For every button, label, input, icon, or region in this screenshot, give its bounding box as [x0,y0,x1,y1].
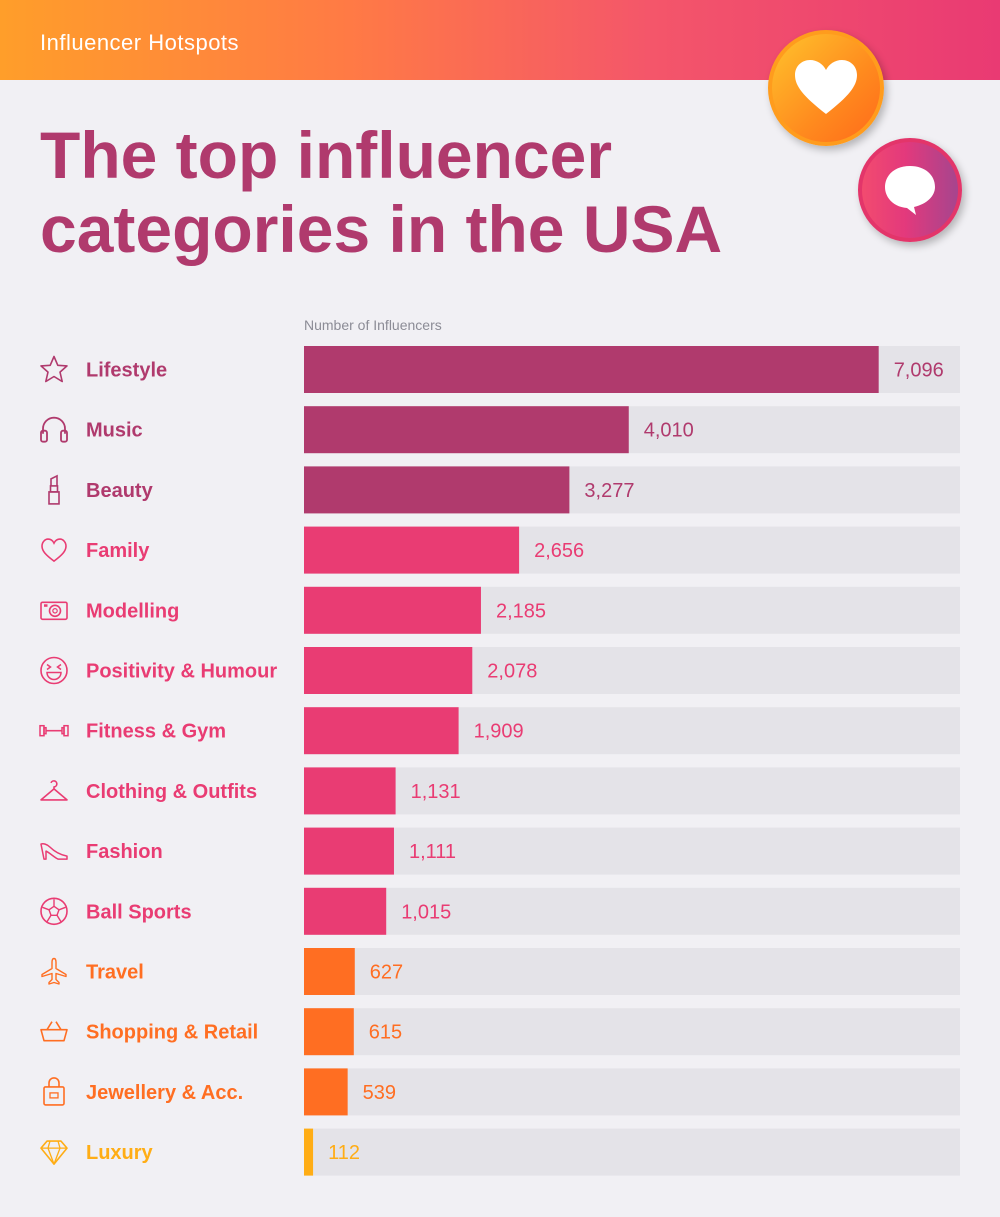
clothes-hanger-icon [40,780,68,801]
bar-row: 1,015 Ball Sports [40,887,960,935]
category-label: Clothing & Outfits [86,781,257,803]
bar-row: 2,656 Family [41,526,960,574]
bar-row: 627 Travel [41,948,960,995]
category-label: Family [86,540,150,562]
star-icon [40,355,68,383]
shopping-basket-icon [40,1021,68,1042]
category-label: Beauty [86,480,154,502]
header-label: Influencer Hotspots [40,30,240,55]
camera-icon [40,601,68,621]
category-label: Ball Sports [86,901,192,923]
bar-track [304,948,960,995]
bar-track [304,1068,960,1116]
bar [304,887,387,935]
data-label: 3,277 [584,480,634,502]
bar-row: 1,111 Fashion [40,827,960,875]
bar-track [304,767,960,815]
data-label: 1,015 [401,901,451,923]
category-label: Lifestyle [86,360,167,382]
data-label: 1,111 [409,841,456,863]
data-label: 1,131 [411,781,461,803]
bar-row: 3,277 Beauty [48,466,960,514]
bar [304,1008,354,1056]
diamond-icon [40,1140,68,1165]
bar-row: 2,185 Modelling [40,586,960,634]
bar [304,406,629,454]
bar [304,346,879,393]
bar [304,647,473,694]
bar-row: 4,010 Music [40,406,960,454]
bar [304,827,394,875]
lipstick-icon [48,474,60,505]
bar [304,767,396,815]
handbag-icon [43,1077,65,1106]
category-label: Positivity & Humour [86,661,277,683]
data-label: 2,078 [487,661,537,683]
category-label: Luxury [86,1142,154,1164]
data-label: 2,656 [534,540,584,562]
data-label: 539 [363,1082,396,1104]
bar-track [304,827,960,875]
airplane-icon [41,957,67,985]
bar [304,1128,314,1176]
bar-track [304,1008,960,1056]
category-label: Fitness & Gym [86,721,226,743]
data-label: 1,909 [474,721,524,743]
bar-row: 615 Shopping & Retail [40,1008,960,1056]
bar [304,1068,348,1116]
bar [304,586,481,634]
x-axis-label: Number of Influencers [304,317,442,333]
bar [304,526,520,574]
headphones-icon [40,416,68,443]
data-label: 2,185 [496,600,546,622]
bar-row: 7,096 Lifestyle [40,346,960,393]
bar [304,707,459,755]
data-label: 7,096 [894,360,944,382]
chat-badge [858,138,962,242]
dumbbell-icon [39,724,69,737]
heart-badge [768,30,884,146]
category-label: Shopping & Retail [86,1022,258,1044]
category-label: Travel [86,962,144,984]
heart-icon [795,60,857,114]
bar-row: 2,078 Positivity & Humour [40,647,960,694]
data-label: 627 [370,962,403,984]
bar-row: 539 Jewellery & Acc. [43,1068,960,1116]
data-label: 4,010 [644,420,694,442]
bar [304,948,355,995]
bar-track [304,1128,960,1176]
bar-chart: 7,096 Lifestyle 4,010 Music 3,277 Beauty 2,656… [39,346,960,1176]
high-heel-icon [40,842,68,860]
category-label: Music [86,420,143,442]
laughing-face-icon [40,656,68,685]
bar [304,466,570,514]
category-label: Modelling [86,600,179,622]
chat-bubble-icon [885,166,935,215]
category-label: Jewellery & Acc. [86,1082,243,1104]
bar-row: 1,909 Fitness & Gym [39,707,960,755]
bar-row: 1,131 Clothing & Outfits [40,767,960,815]
chart-title: The top influencer categories in the USA [40,118,723,266]
data-label: 615 [369,1022,402,1044]
category-label: Fashion [86,841,163,863]
heart-outline-icon [41,538,67,563]
bar-row: 112 Luxury [40,1128,960,1176]
soccer-ball-icon [40,897,68,926]
data-label: 112 [328,1142,360,1164]
bar-track [304,887,960,935]
